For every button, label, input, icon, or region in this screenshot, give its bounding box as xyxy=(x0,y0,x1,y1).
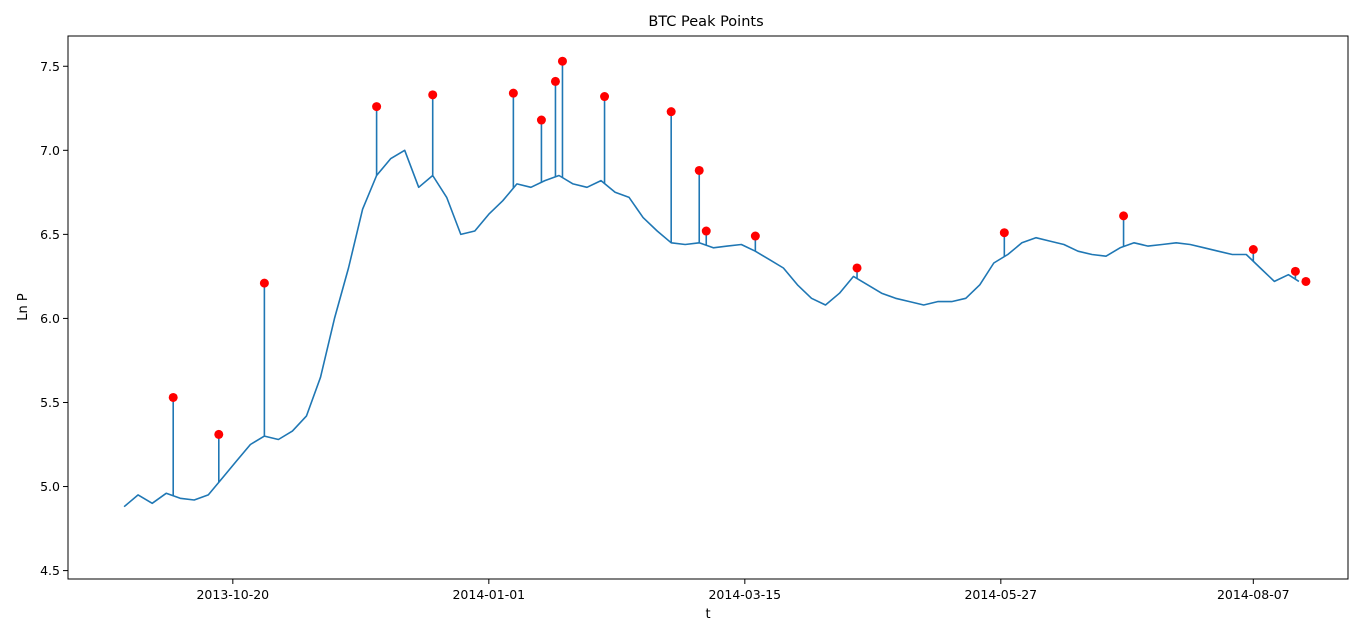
peak-point xyxy=(1248,245,1258,255)
peak-point xyxy=(259,278,269,288)
peak-point xyxy=(214,429,224,439)
peak-point xyxy=(557,56,567,66)
plot-frame xyxy=(67,35,1349,580)
peak-point xyxy=(750,231,760,241)
y-axis: 4.5 5.0 5.5 6.0 6.5 7.0 7.5 xyxy=(40,59,68,578)
peak-point xyxy=(1290,266,1300,276)
peak-point xyxy=(600,92,610,102)
peak-point xyxy=(550,76,560,86)
peak-point xyxy=(701,226,711,236)
peak-point xyxy=(536,115,546,125)
x-tick-label: 2014-05-27 xyxy=(964,587,1037,602)
peak-point xyxy=(694,165,704,175)
peak-point xyxy=(428,90,438,100)
y-tick-label: 4.5 xyxy=(40,563,60,578)
peak-point xyxy=(999,228,1009,238)
y-axis-label: Ln P xyxy=(16,293,31,321)
peak-point xyxy=(1301,276,1311,286)
y-tick-label: 6.0 xyxy=(40,311,60,326)
x-axis-label: t xyxy=(705,607,710,622)
y-tick-label: 7.5 xyxy=(40,59,60,74)
x-tick-label: 2014-01-01 xyxy=(452,587,525,602)
y-tick-label: 5.0 xyxy=(40,479,60,494)
y-tick-label: 5.5 xyxy=(40,395,60,410)
peak-point xyxy=(666,107,676,117)
chart-title: BTC Peak Points xyxy=(648,14,763,30)
x-axis: 2013-10-20 2014-01-01 2014-03-15 2014-05-27… xyxy=(196,579,1290,602)
peak-point xyxy=(372,102,382,112)
peak-point xyxy=(508,88,518,98)
peak-point xyxy=(852,263,862,273)
x-tick-label: 2014-08-07 xyxy=(1217,587,1290,602)
y-tick-label: 7.0 xyxy=(40,143,60,158)
y-tick-label: 6.5 xyxy=(40,227,60,242)
x-tick-label: 2014-03-15 xyxy=(708,587,781,602)
plot-area xyxy=(67,35,1349,580)
peak-point xyxy=(1119,211,1129,221)
price-line xyxy=(123,149,1300,508)
peak-markers xyxy=(168,56,1311,496)
peak-point xyxy=(168,392,178,402)
x-tick-label: 2013-10-20 xyxy=(196,587,269,602)
